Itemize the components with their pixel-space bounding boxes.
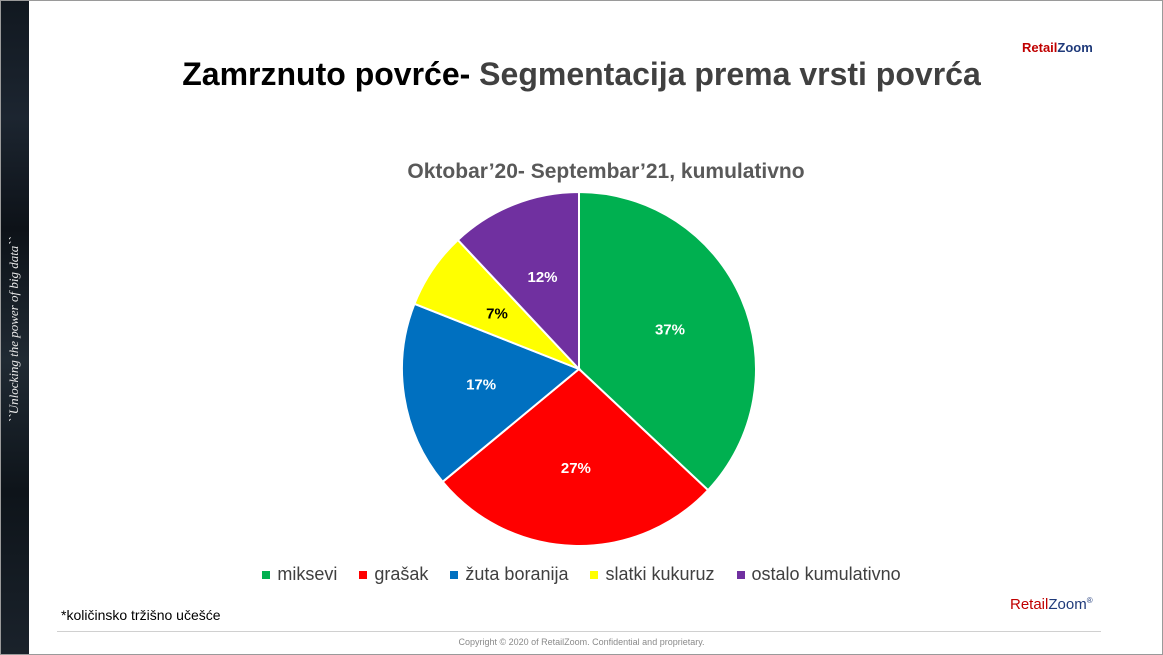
pie-data-label-3: 7% bbox=[486, 305, 508, 322]
pie-data-label-0: 37% bbox=[655, 322, 685, 339]
logo-part-zoom: Zoom bbox=[1057, 40, 1093, 55]
side-strip: ``Unlocking the power of big data`` bbox=[0, 0, 29, 655]
pie-data-label-4: 12% bbox=[527, 269, 557, 286]
logo-part-retail: Retail bbox=[1022, 40, 1058, 55]
pie-data-label-1: 27% bbox=[561, 460, 591, 477]
logo-bottom-zoom: Zoom bbox=[1048, 596, 1087, 613]
title-part-2: Segmentacija prema vrsti povrća bbox=[479, 56, 981, 92]
legend-item-2: žuta boranija bbox=[450, 564, 568, 585]
legend-swatch-icon bbox=[590, 570, 599, 579]
legend-label: slatki kukuruz bbox=[605, 564, 715, 584]
legend-item-3: slatki kukuruz bbox=[590, 564, 715, 585]
footer-divider bbox=[57, 631, 1101, 632]
copyright-text: Copyright © 2020 of RetailZoom. Confiden… bbox=[458, 637, 705, 647]
chart-legend: miksevi grašak žuta boranija slatki kukuruz… bbox=[0, 564, 1163, 585]
legend-swatch-icon bbox=[450, 570, 459, 579]
legend-item-1: grašak bbox=[359, 564, 428, 585]
pie-slice-1 bbox=[441, 367, 710, 547]
legend-label: ostalo kumulativno bbox=[751, 564, 901, 584]
legend-label: grašak bbox=[374, 564, 429, 584]
logo-bottom-retail: Retail bbox=[1010, 596, 1049, 613]
pie-slice-0 bbox=[578, 190, 757, 492]
pie-slice-2 bbox=[401, 302, 581, 484]
legend-label: miksevi bbox=[277, 564, 338, 584]
legend-label: žuta boranija bbox=[465, 564, 569, 584]
legend-item-4: ostalo kumulativno bbox=[736, 564, 901, 585]
footnote: *količinsko tržišno učešće bbox=[61, 607, 221, 623]
slide-title: Zamrznuto povrće- Segmentacija prema vrs… bbox=[0, 56, 1163, 93]
legend-swatch-icon bbox=[262, 570, 271, 579]
legend-swatch-icon bbox=[359, 570, 368, 579]
retailzoom-logo-bottom: RetailZoom® bbox=[1010, 596, 1093, 613]
legend-item-0: miksevi bbox=[262, 564, 337, 585]
pie-data-label-2: 17% bbox=[466, 377, 496, 394]
registered-mark-icon: ® bbox=[1086, 596, 1093, 605]
chart-title: Oktobar’20- Septembar’21, kumulativno bbox=[407, 160, 805, 183]
legend-swatch-icon bbox=[736, 570, 745, 579]
title-part-1: Zamrznuto povrće- bbox=[182, 56, 480, 92]
pie-slice-4 bbox=[456, 190, 580, 372]
retailzoom-logo-top: RetailZoom bbox=[1022, 40, 1093, 55]
